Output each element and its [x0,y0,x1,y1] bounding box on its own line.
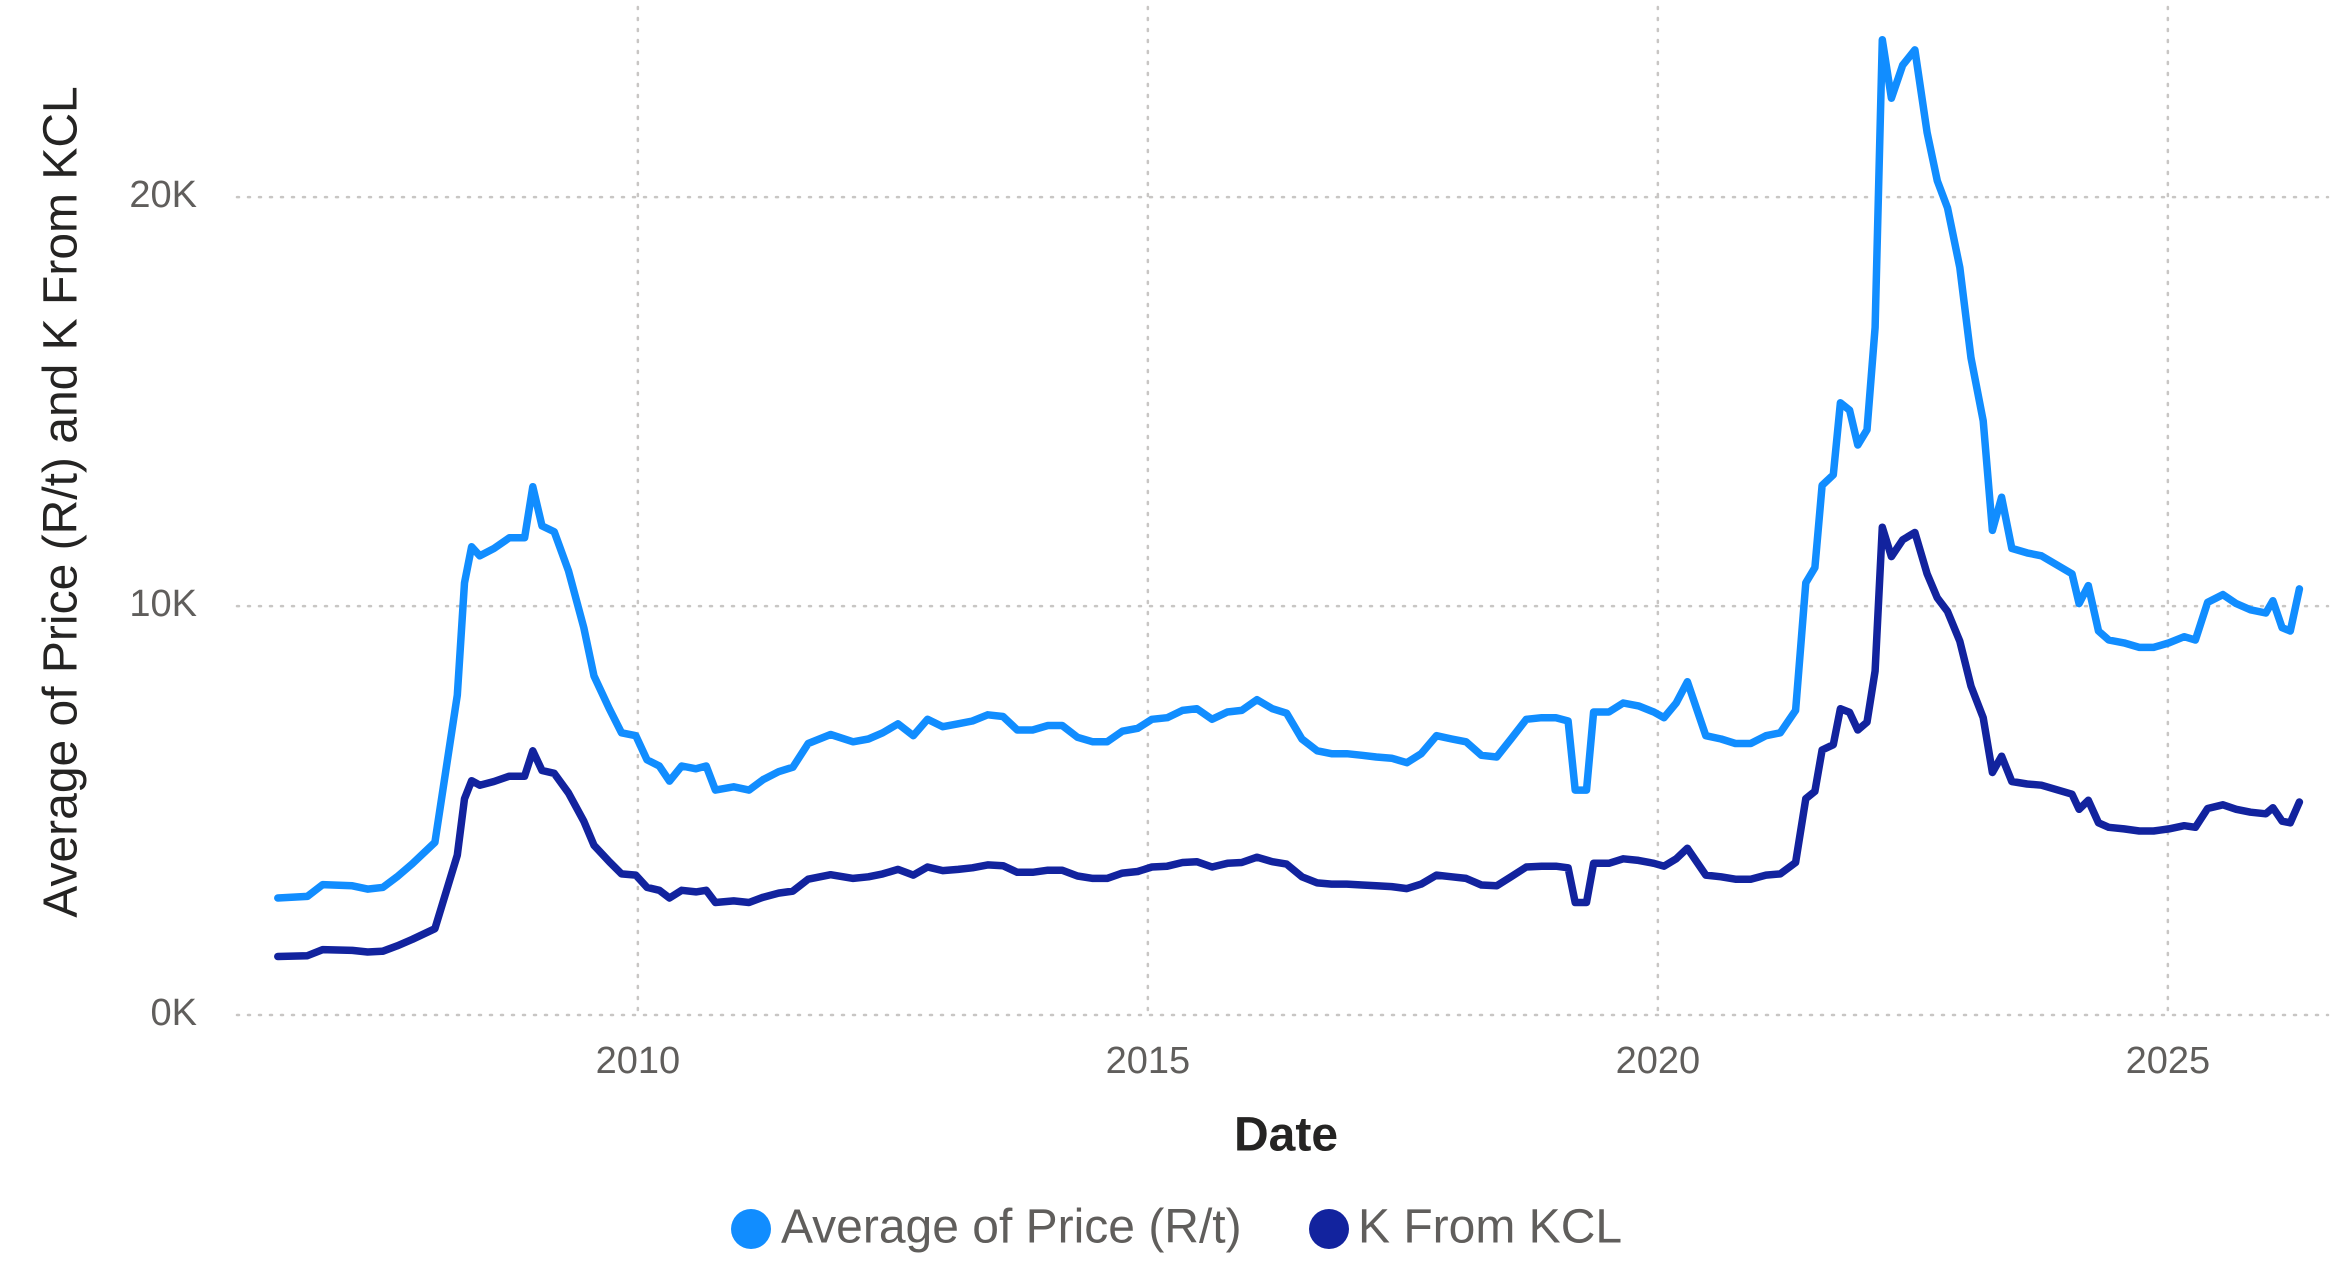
legend-marker [1309,1209,1349,1249]
series-line [274,523,2304,961]
x-tick-label: 2020 [1616,1040,1701,1082]
y-tick-label: 20K [129,174,197,216]
x-tick-label: 2015 [1106,1040,1191,1082]
x-tick-label: 2010 [596,1040,681,1082]
y-tick-label: 10K [129,583,197,625]
y-tick-label: 0K [151,992,197,1034]
x-tick-label: 2025 [2126,1040,2211,1082]
legend-label: Average of Price (R/t) [781,1201,1242,1254]
series-line [274,35,2304,902]
legend-label: K From KCL [1358,1201,1622,1254]
y-axis-title: Average of Price (R/t) and K From KCL [35,86,88,917]
legend-marker [731,1209,771,1249]
x-axis-title: Date [1234,1109,1338,1162]
